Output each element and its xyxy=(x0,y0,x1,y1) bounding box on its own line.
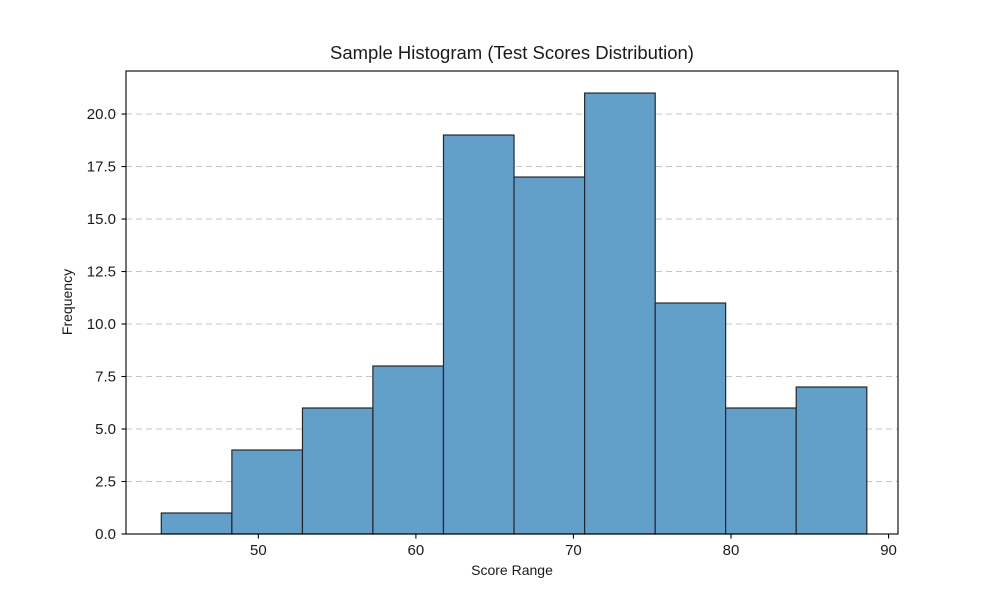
x-axis-title: Score Range xyxy=(471,562,553,578)
y-tick-label: 10.0 xyxy=(87,316,116,333)
y-tick-label: 2.5 xyxy=(95,474,116,491)
histogram-bar xyxy=(584,92,656,535)
y-tick-label: 7.5 xyxy=(95,369,116,386)
x-tick-label: 70 xyxy=(565,542,582,559)
histogram-bar xyxy=(725,407,797,535)
y-tick-label: 15.0 xyxy=(87,211,116,228)
x-tick-label: 50 xyxy=(250,542,267,559)
y-tick-label: 20.0 xyxy=(87,106,116,123)
histogram-bar xyxy=(442,134,515,535)
y-tick-label: 12.5 xyxy=(87,264,116,281)
histogram-bar xyxy=(513,176,586,535)
histogram-bar xyxy=(654,302,727,535)
y-axis-title: Frequency xyxy=(59,268,75,336)
histogram-bar xyxy=(372,365,445,535)
histogram-bar xyxy=(301,407,374,535)
histogram-bar xyxy=(160,512,233,535)
histogram-bar xyxy=(795,386,868,535)
x-tick-label: 60 xyxy=(408,542,425,559)
plot-frame xyxy=(125,70,899,535)
y-tick-label: 0.0 xyxy=(95,526,116,543)
histogram-bar xyxy=(231,449,304,535)
y-tick-label: 5.0 xyxy=(95,421,116,438)
x-tick-label: 90 xyxy=(880,542,897,559)
x-tick-label: 80 xyxy=(723,542,740,559)
y-tick-label: 17.5 xyxy=(87,159,116,176)
chart-title: Sample Histogram (Test Scores Distributi… xyxy=(330,42,694,63)
